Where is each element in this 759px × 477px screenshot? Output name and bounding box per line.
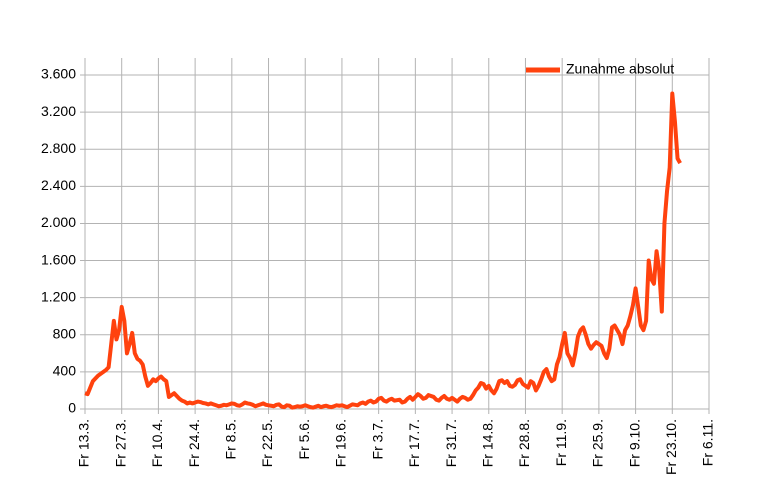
x-tick-label: Fr 24.4. bbox=[186, 419, 202, 467]
x-tick-label: Fr 6.11. bbox=[700, 419, 716, 466]
x-tick-label: Fr 31.7. bbox=[443, 419, 459, 467]
x-tick-label: Fr 10.4. bbox=[149, 419, 165, 467]
x-tick-label: Fr 3.7. bbox=[369, 419, 385, 459]
x-tick-label: Fr 5.6. bbox=[296, 419, 312, 459]
y-tick-label: 0 bbox=[68, 400, 76, 416]
y-tick-label: 3.600 bbox=[41, 66, 76, 82]
y-tick-label: 3.200 bbox=[41, 103, 76, 119]
x-tick-label: Fr 9.10. bbox=[626, 419, 642, 467]
x-tick-label: Fr 22.5. bbox=[259, 419, 275, 467]
data-line bbox=[84, 91, 682, 410]
y-tick-label: 1.600 bbox=[41, 251, 76, 267]
x-tick-label: Fr 19.6. bbox=[333, 419, 349, 467]
x-tick-label: Fr 28.8. bbox=[516, 419, 532, 467]
x-tick-label: Fr 25.9. bbox=[590, 419, 606, 467]
x-tick-label: Fr 8.5. bbox=[223, 419, 239, 459]
y-tick-label: 2.400 bbox=[41, 177, 76, 193]
legend-label: Zunahme absolut bbox=[566, 61, 674, 77]
y-tick-label: 2.000 bbox=[41, 214, 76, 230]
x-tick-label: Fr 23.10. bbox=[663, 419, 679, 475]
y-tick-label: 2.800 bbox=[41, 140, 76, 156]
x-tick-label: Fr 13.3. bbox=[76, 419, 92, 467]
y-tick-label: 800 bbox=[53, 325, 77, 341]
x-tick-label: Fr 14.8. bbox=[479, 419, 495, 467]
y-tick-label: 1.200 bbox=[41, 288, 76, 304]
x-tick-label: Fr 17.7. bbox=[406, 419, 422, 467]
x-tick-label: Fr 27.3. bbox=[112, 419, 128, 467]
y-tick-label: 400 bbox=[53, 363, 77, 379]
x-tick-label: Fr 11.9. bbox=[553, 419, 569, 466]
